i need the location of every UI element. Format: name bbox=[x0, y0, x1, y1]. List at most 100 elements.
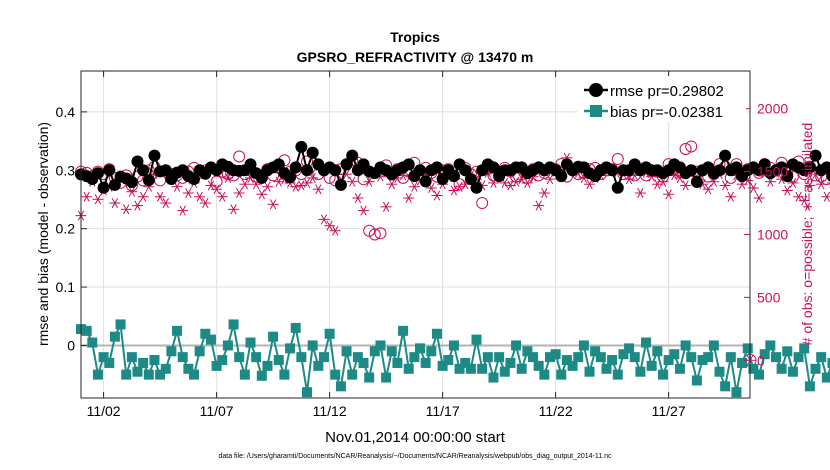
bias-marker bbox=[324, 328, 335, 339]
legend-bias-marker bbox=[590, 105, 602, 117]
asterisk-stroke bbox=[823, 191, 830, 202]
right-y-tick-label: 0 bbox=[757, 352, 765, 368]
bias-marker bbox=[590, 346, 601, 357]
possible-obs-marker bbox=[679, 142, 692, 155]
asterisk-stroke bbox=[727, 191, 734, 202]
bias-marker bbox=[550, 349, 561, 360]
asterisk-stroke bbox=[789, 177, 797, 188]
bias-marker bbox=[528, 352, 539, 363]
bias-marker bbox=[674, 363, 685, 374]
x-tick-label: 11/27 bbox=[652, 403, 686, 419]
asterisk-stroke bbox=[354, 192, 362, 204]
asterisk-stroke bbox=[405, 192, 412, 204]
asterisk-stroke bbox=[128, 186, 136, 197]
bias-marker bbox=[737, 357, 748, 368]
rmse-marker bbox=[295, 140, 308, 153]
asterisk-stroke bbox=[269, 199, 277, 210]
bias-marker bbox=[584, 366, 595, 377]
bias-marker bbox=[126, 352, 137, 363]
bias-marker bbox=[381, 372, 392, 383]
bias-marker bbox=[624, 343, 635, 354]
bias-marker bbox=[770, 352, 781, 363]
x-tick-label: 11/22 bbox=[539, 403, 573, 419]
rmse-marker bbox=[470, 181, 483, 194]
bias-marker bbox=[420, 357, 431, 368]
assimilated-obs-marker bbox=[216, 191, 228, 202]
assimilated-obs-marker bbox=[228, 204, 240, 215]
bias-marker bbox=[358, 357, 369, 368]
rmse-marker bbox=[414, 164, 427, 177]
bias-marker bbox=[307, 340, 318, 351]
asterisk-stroke bbox=[637, 187, 644, 199]
bias-marker bbox=[239, 369, 250, 380]
bias-marker bbox=[437, 360, 448, 371]
bias-marker bbox=[364, 372, 375, 383]
legend-rmse-marker bbox=[589, 83, 603, 97]
x-tick-label: 11/12 bbox=[313, 403, 347, 419]
bias-marker bbox=[341, 346, 352, 357]
asterisk-stroke bbox=[236, 187, 243, 199]
bias-marker bbox=[205, 334, 216, 345]
asterisk-stroke bbox=[428, 182, 435, 193]
bias-marker bbox=[827, 357, 830, 368]
x-tick-label: 11/02 bbox=[87, 403, 121, 419]
rmse-marker bbox=[459, 164, 472, 177]
rmse-marker bbox=[142, 174, 155, 187]
bias-marker bbox=[177, 352, 188, 363]
asterisk-stroke bbox=[179, 205, 186, 216]
bias-marker bbox=[708, 340, 719, 351]
bias-marker bbox=[109, 331, 120, 342]
rmse-marker bbox=[97, 181, 110, 194]
assimilated-obs-marker bbox=[380, 201, 392, 212]
rmse-marker bbox=[289, 161, 302, 174]
y-tick-label: 0 bbox=[67, 337, 75, 353]
rmse-marker bbox=[606, 164, 619, 177]
right-y-tick-label: 500 bbox=[757, 289, 781, 305]
asterisk-stroke bbox=[586, 179, 593, 190]
bias-marker bbox=[149, 355, 160, 366]
bias-marker bbox=[488, 372, 499, 383]
assimilated-obs-marker bbox=[194, 191, 206, 202]
bias-marker bbox=[415, 343, 426, 354]
bias-marker bbox=[194, 346, 205, 357]
bias-marker bbox=[477, 363, 488, 374]
bias-marker bbox=[776, 363, 787, 374]
assimilated-obs-marker bbox=[403, 192, 415, 204]
asterisk-stroke bbox=[795, 191, 802, 202]
bias-marker bbox=[313, 360, 324, 371]
rmse-marker bbox=[719, 149, 732, 162]
bias-marker bbox=[646, 360, 657, 371]
assimilated-obs-marker bbox=[521, 177, 533, 188]
right-y-axis-ticks: 0 500 1000 1500 2000 bbox=[744, 101, 788, 368]
asterisk-stroke bbox=[801, 195, 808, 206]
assimilated-obs-marker bbox=[815, 179, 827, 190]
bias-marker bbox=[302, 387, 313, 398]
bias-marker bbox=[386, 346, 397, 357]
assimilated-obs-marker bbox=[753, 192, 765, 204]
right-y-tick-label: 2000 bbox=[757, 101, 788, 117]
bias-marker bbox=[482, 352, 493, 363]
bias-marker bbox=[211, 360, 222, 371]
assimilated-obs-marker bbox=[719, 180, 731, 191]
asterisk-stroke bbox=[134, 200, 141, 211]
assimilated-obs-marker bbox=[386, 179, 398, 190]
asterisk-stroke bbox=[343, 169, 350, 180]
rmse-marker bbox=[329, 164, 342, 177]
legend-bias-label: bias pr=-0.02381 bbox=[610, 104, 723, 121]
bias-marker bbox=[409, 352, 420, 363]
bias-marker bbox=[273, 355, 284, 366]
asterisk-stroke bbox=[202, 198, 209, 209]
asterisk-stroke bbox=[512, 176, 520, 187]
rmse-marker bbox=[159, 164, 172, 177]
y-tick-label: 0.4 bbox=[56, 104, 76, 120]
asterisk-stroke bbox=[241, 179, 249, 190]
bias-marker bbox=[544, 352, 555, 363]
rmse-marker bbox=[730, 161, 743, 174]
assimilated-obs-marker bbox=[725, 191, 737, 202]
assimilated-obs-marker bbox=[137, 191, 149, 202]
assimilated-obs-marker bbox=[538, 187, 550, 199]
assimilated-obs-marker bbox=[358, 205, 370, 216]
bias-marker bbox=[81, 325, 92, 336]
rmse-marker bbox=[803, 161, 816, 174]
bias-marker bbox=[285, 343, 296, 354]
